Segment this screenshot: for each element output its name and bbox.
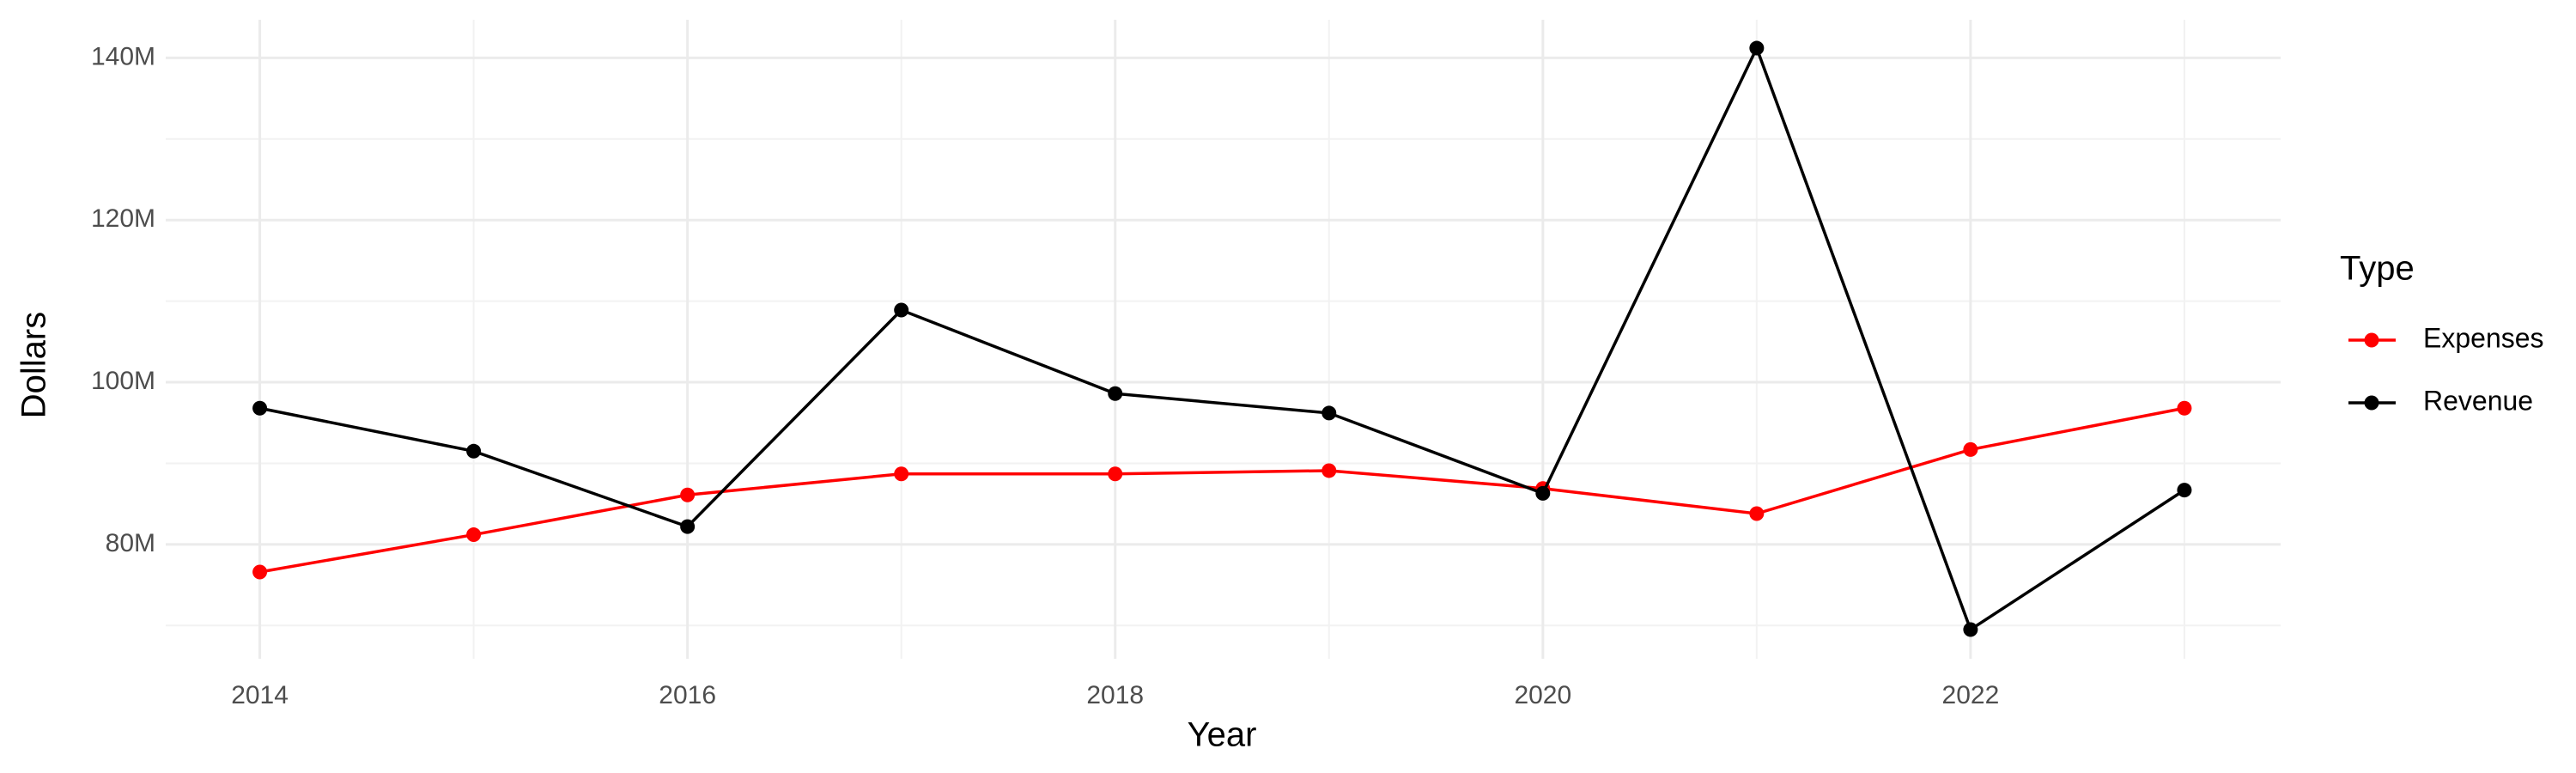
series-line	[259, 406, 2185, 574]
data-point	[466, 527, 482, 543]
x-tick-label: 2014	[231, 681, 289, 709]
data-point	[680, 487, 696, 502]
data-point	[2177, 483, 2192, 498]
x-axis-title: Year	[1188, 716, 1257, 754]
legend-label: Expenses	[2423, 322, 2544, 353]
y-tick-label: 80M	[106, 529, 155, 557]
y-tick-label: 100M	[91, 367, 155, 395]
y-tick-label: 120M	[91, 204, 155, 233]
data-point	[1963, 441, 1978, 457]
x-tick-label: 2016	[659, 681, 716, 709]
data-point	[1321, 405, 1337, 421]
data-point	[1749, 40, 1765, 56]
series-line	[259, 44, 2185, 632]
legend-label: Revenue	[2423, 385, 2533, 416]
x-tick-label: 2022	[1942, 681, 2000, 709]
data-point	[252, 564, 268, 580]
data-point	[2177, 400, 2192, 416]
data-point	[466, 443, 482, 459]
data-point	[1108, 386, 1123, 401]
data-point	[1108, 466, 1123, 482]
y-tick-label: 140M	[91, 42, 155, 70]
legend-title: Type	[2340, 250, 2415, 288]
data-point	[1535, 485, 1551, 501]
data-point	[1749, 506, 1765, 521]
data-point	[252, 400, 268, 416]
x-tick-label: 2020	[1514, 681, 1571, 709]
legend-marker	[2364, 395, 2379, 411]
data-point	[1321, 463, 1337, 478]
legend-marker	[2364, 332, 2379, 348]
x-tick-label: 2018	[1086, 681, 1144, 709]
y-axis-title: Dollars	[15, 312, 53, 418]
data-point	[1963, 622, 1978, 637]
data-point	[680, 519, 696, 534]
data-point	[894, 466, 909, 482]
data-point	[894, 302, 909, 318]
